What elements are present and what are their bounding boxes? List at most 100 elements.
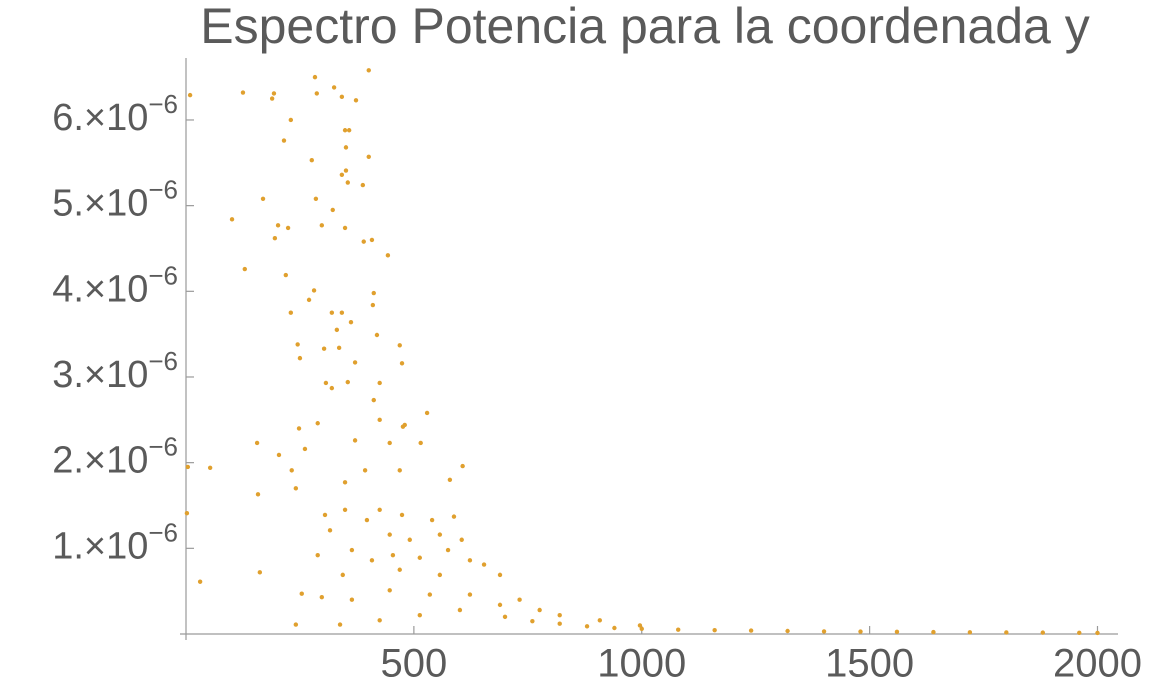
- point: [288, 117, 294, 123]
- point: [377, 618, 382, 623]
- point: [242, 266, 247, 272]
- point: [342, 507, 348, 512]
- point: [295, 342, 300, 347]
- point: [397, 468, 402, 473]
- point: [306, 297, 312, 303]
- point: [336, 345, 342, 351]
- point: [537, 607, 542, 613]
- point: [369, 558, 375, 563]
- point: [429, 517, 435, 523]
- point: [207, 465, 213, 470]
- point: [481, 562, 487, 567]
- point: [371, 397, 376, 403]
- point: [342, 225, 348, 231]
- point: [254, 440, 260, 446]
- point: [352, 438, 358, 443]
- point: [312, 74, 318, 80]
- point: [315, 421, 320, 426]
- point: [293, 622, 299, 627]
- point: [276, 452, 282, 458]
- point: [340, 572, 345, 578]
- point: [445, 547, 451, 553]
- point: [366, 68, 371, 73]
- point: [418, 440, 423, 446]
- y-tick-label: 1.×10−6: [52, 517, 178, 567]
- point: [331, 85, 337, 90]
- x-tick-label: 2000: [1053, 642, 1142, 686]
- point: [1004, 630, 1009, 635]
- point: [360, 182, 366, 188]
- point: [283, 272, 289, 278]
- point: [361, 239, 366, 244]
- point: [387, 532, 392, 537]
- point: [285, 225, 291, 231]
- point: [257, 570, 263, 575]
- point: [612, 625, 617, 631]
- point: [785, 628, 790, 634]
- point: [348, 319, 354, 325]
- point: [748, 628, 754, 633]
- point: [337, 622, 343, 627]
- x-tick-label: 500: [380, 642, 447, 686]
- point: [530, 618, 535, 624]
- point: [339, 172, 345, 177]
- point: [451, 514, 457, 519]
- point: [1095, 630, 1100, 636]
- point: [457, 607, 463, 613]
- point: [399, 512, 405, 518]
- point: [390, 552, 396, 558]
- point: [349, 547, 355, 553]
- point: [385, 253, 391, 258]
- point: [329, 310, 335, 315]
- point: [297, 355, 303, 361]
- point: [371, 290, 376, 296]
- point: [402, 422, 407, 428]
- y-tick-label: 4.×10−6: [52, 260, 178, 310]
- point: [240, 90, 246, 95]
- point: [967, 630, 973, 635]
- point: [343, 145, 349, 150]
- point: [293, 486, 299, 491]
- point: [467, 592, 473, 597]
- point: [387, 588, 392, 593]
- point: [345, 180, 350, 185]
- point: [314, 91, 319, 96]
- point: [346, 128, 352, 133]
- point: [821, 629, 827, 634]
- point: [459, 537, 464, 542]
- point: [229, 217, 235, 222]
- point: [343, 168, 349, 173]
- point: [281, 138, 287, 143]
- point: [399, 361, 405, 366]
- point: [584, 624, 590, 629]
- point: [313, 196, 319, 201]
- point: [339, 94, 345, 100]
- point: [255, 492, 261, 497]
- point: [931, 629, 936, 635]
- point: [321, 346, 327, 351]
- point: [467, 558, 473, 563]
- point: [330, 207, 335, 213]
- point: [437, 572, 443, 578]
- point: [288, 310, 294, 315]
- point: [311, 288, 317, 293]
- point: [272, 235, 278, 241]
- point: [289, 468, 294, 473]
- point: [437, 532, 443, 537]
- point: [342, 128, 348, 133]
- point: [858, 629, 863, 634]
- point: [460, 463, 465, 469]
- point: [497, 602, 503, 608]
- point: [299, 591, 304, 596]
- point: [397, 343, 402, 348]
- point: [447, 477, 453, 482]
- point: [353, 98, 359, 103]
- point: [271, 91, 277, 96]
- point: [427, 592, 433, 597]
- point: [315, 552, 320, 558]
- point: [339, 310, 345, 315]
- point: [1040, 630, 1046, 635]
- y-tick-label: 3.×10−6: [52, 346, 178, 396]
- point: [639, 626, 644, 632]
- point: [370, 302, 376, 308]
